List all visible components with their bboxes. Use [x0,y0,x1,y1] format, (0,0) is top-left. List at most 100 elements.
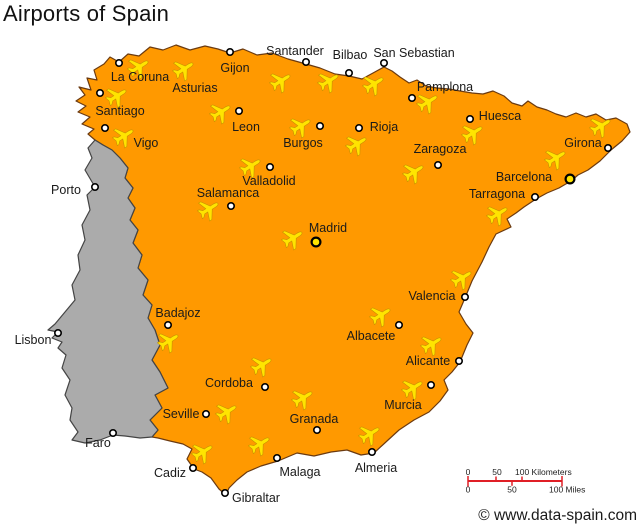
city-bilbao: Bilbao [313,48,368,97]
city-santander: Santander [265,44,324,97]
city-marker-granada [312,425,321,434]
city-murcia: Murcia [384,373,435,412]
city-marker-gijon [226,47,235,56]
city-label-asturias: Asturias [172,81,217,95]
city-marker-murcia [426,380,435,389]
city-label-barcelona: Barcelona [496,170,552,184]
capital-marker-barcelona [564,173,576,185]
city-vigo: Vigo [101,121,159,152]
city-cordoba: Cordoba [205,350,277,391]
city-label-murcia: Murcia [384,398,422,412]
city-san-sebastian: San Sebastian [358,46,455,100]
city-marker-santiago [96,89,105,98]
city-marker-porto [91,183,100,192]
city-pamplona: Pamplona [407,80,473,118]
city-asturias: Asturias [168,54,218,95]
city-label-santander: Santander [266,44,324,58]
city-label-vigo: Vigo [134,136,159,150]
city-label-huesca: Huesca [479,109,521,123]
city-salamanca: Salamanca [193,186,260,225]
city-label-almeria: Almeria [355,461,397,475]
city-marker-vigo [101,124,110,133]
city-label-bilbao: Bilbao [333,48,368,62]
city-label-girona: Girona [564,136,602,150]
city-marker-zaragoza [433,161,442,170]
city-rioja: Rioja [341,120,399,160]
city-label-valencia: Valencia [408,289,455,303]
city-marker-seville [202,409,211,418]
city-label-rioja: Rioja [370,120,399,134]
city-label-gibraltar: Gibraltar [232,491,280,505]
scale-km-label-1: 50 [492,467,502,477]
city-marker-salamanca [227,202,236,211]
city-tarragona: Tarragona [469,187,539,230]
city-albacete: Albacete [347,300,403,343]
scale-mile-label-1: 50 [507,485,517,495]
city-label-granada: Granada [290,412,339,426]
capital-marker-madrid [310,236,322,248]
city-label-zaragoza: Zaragoza [414,142,467,156]
scale-bar-labels: 0 50 100 Kilometers 0 50 100 Miles [466,467,586,495]
city-seville: Seville [163,397,242,428]
city-marker-girona [603,144,612,153]
city-porto: Porto [51,183,100,197]
city-marker-cordoba [260,382,269,391]
city-marker-tarragona [530,193,539,202]
city-cadiz: Cadiz [154,437,218,480]
city-marker-almeria [367,447,376,456]
scale-mile-label-2: 100 Miles [549,485,585,495]
city-lisbon: Lisbon [15,328,62,347]
city-label-valladolid: Valladolid [242,174,295,188]
city-marker-badajoz [164,320,173,329]
spain-landmass [75,44,631,496]
city-marker-gibraltar [221,488,230,497]
city-badajoz: Badajoz [153,306,201,357]
city-label-leon: Leon [232,120,260,134]
city-label-tarragona: Tarragona [469,187,525,201]
city-label-cordoba: Cordoba [205,376,253,390]
city-label-madrid: Madrid [309,221,347,235]
city-alicante: Alicante [406,329,463,368]
city-marker-santander [301,57,310,66]
city-marker-huesca [465,115,474,124]
city-granada: Granada [287,383,339,434]
city-gibraltar: Gibraltar [221,488,280,505]
city-marker-san-sebastian [379,58,388,67]
city-marker-albacete [394,320,403,329]
scale-bar: 0 50 100 Kilometers 0 50 100 Miles [466,467,586,495]
city-marker-cadiz [189,463,198,472]
city-label-porto: Porto [51,183,81,197]
city-zaragoza: Zaragoza [398,142,467,188]
city-label-seville: Seville [163,407,200,421]
city-label-faro: Faro [85,436,111,450]
city-marker-rioja [354,124,363,133]
scale-km-label-2: 100 Kilometers [515,467,572,477]
city-marker-bilbao [344,69,353,78]
city-label-cadiz: Cadiz [154,466,186,480]
city-label-salamanca: Salamanca [197,186,260,200]
scale-km-label-0: 0 [466,467,471,477]
city-label-burgos: Burgos [283,136,323,150]
city-girona: Girona [564,111,616,153]
city-marker-la-coruna [115,58,124,67]
city-valencia: Valencia [408,263,477,303]
city-label-gijon: Gijon [220,61,249,75]
city-marker-leon [235,107,244,116]
city-label-badajoz: Badajoz [155,306,200,320]
city-label-santiago: Santiago [95,104,144,118]
scale-mile-label-0: 0 [466,485,471,495]
page-title: Airports of Spain [3,1,170,26]
city-marker-pamplona [407,94,416,103]
city-label-alicante: Alicante [406,354,451,368]
copyright-text: © www.data-spain.com [478,507,637,524]
city-huesca: Huesca [457,109,521,149]
city-barcelona: Barcelona [496,143,576,185]
city-marker-faro [109,428,118,437]
city-valladolid: Valladolid [235,151,296,188]
city-marker-valencia [460,292,469,301]
city-almeria: Almeria [354,419,397,475]
city-label-san-sebastian: San Sebastian [373,46,454,60]
